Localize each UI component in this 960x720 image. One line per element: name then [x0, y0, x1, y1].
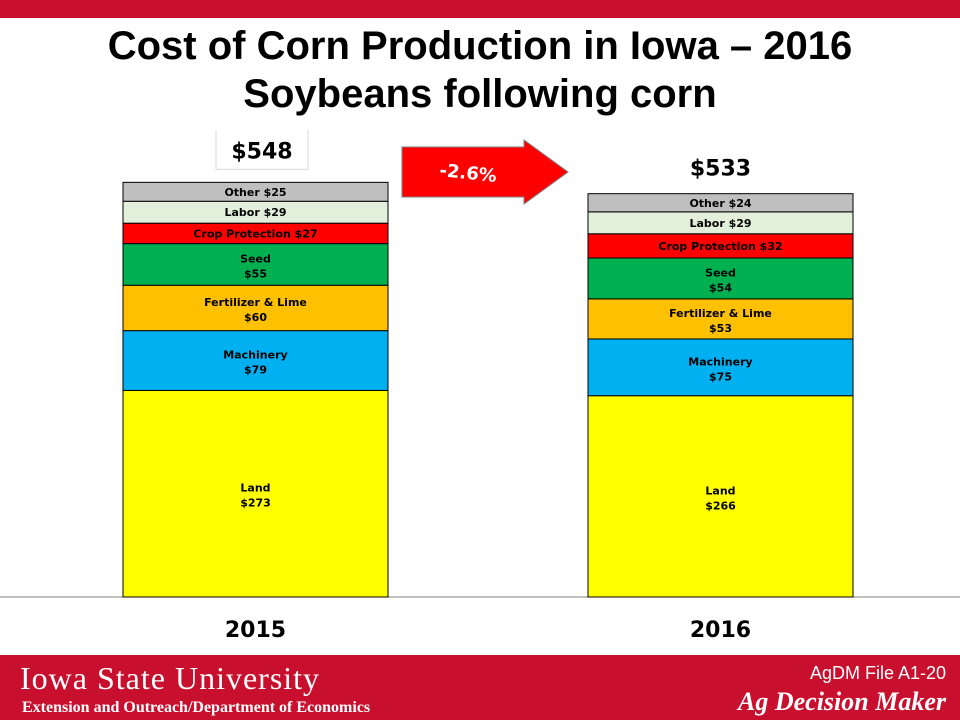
file-id: AgDM File A1-20: [809, 663, 946, 683]
segment-label-name: Machinery: [223, 349, 287, 362]
title-line-2: Soybeans following corn: [243, 72, 717, 116]
bar-segment-fertilizer-lime-2016: [587, 298, 854, 340]
change-arrow: [401, 139, 569, 205]
segment-label-value: $55: [244, 267, 267, 280]
segment-label: Crop Protection $27: [193, 227, 317, 240]
footer-banner: Iowa State University Extension and Outr…: [0, 655, 960, 720]
bar-segment-other-2015: [122, 181, 389, 202]
stacked-bar-chart: Land $273 Machinery $79 Fertilizer & Lime $60…: [0, 130, 960, 643]
extension-label: Extension and Outreach/Department of Eco…: [22, 699, 371, 716]
segment-label-name: Fertilizer & Lime: [669, 307, 772, 320]
page-title: Cost of Corn Production in Iowa – 2016 S…: [0, 22, 960, 118]
x-tick-label-2016: 2016: [690, 618, 751, 643]
bar-segment-machinery-2015: [122, 330, 389, 391]
segment-label-value: $54: [709, 281, 732, 294]
bar-segment-land-2016: [587, 395, 854, 598]
total-label-box: [215, 130, 309, 170]
segment-label-name: Machinery: [688, 355, 752, 368]
bar-segment-seed-2016: [587, 257, 854, 300]
top-accent-bar: [0, 0, 960, 18]
bar-segment-crop-protection-2016: [587, 233, 854, 259]
segment-label-value: $75: [709, 370, 732, 383]
x-tick-label-2015: 2015: [225, 618, 286, 643]
segment-label: Crop Protection $32: [658, 240, 782, 253]
segment-label-name: Seed: [240, 252, 271, 265]
segment-label: Other $25: [224, 186, 286, 199]
segment-label: Other $24: [689, 197, 751, 210]
segment-label-value: $273: [240, 497, 271, 510]
segment-label-name: Land: [705, 484, 735, 497]
bar-segment-other-2016: [587, 193, 854, 213]
segment-label: Labor $29: [224, 206, 286, 219]
segment-label: Labor $29: [689, 217, 751, 230]
bar-segment-machinery-2016: [587, 338, 854, 397]
segment-label-name: Fertilizer & Lime: [204, 296, 307, 309]
program-name: Ag Decision Maker: [738, 687, 946, 716]
bar-segment-seed-2015: [122, 243, 389, 286]
bar-segment-land-2015: [122, 389, 389, 598]
segment-label-value: $60: [244, 311, 267, 324]
segment-label-name: Seed: [705, 266, 736, 279]
segment-label-value: $79: [244, 364, 267, 377]
segment-label-value: $53: [709, 322, 732, 335]
university-wordmark: Iowa State University: [20, 660, 321, 696]
segment-label-value: $266: [705, 499, 736, 512]
total-label-2016: $533: [690, 157, 751, 182]
title-line-1: Cost of Corn Production in Iowa – 2016: [107, 24, 853, 68]
segment-label-name: Land: [240, 482, 270, 495]
total-label-2015: $548: [231, 139, 292, 164]
